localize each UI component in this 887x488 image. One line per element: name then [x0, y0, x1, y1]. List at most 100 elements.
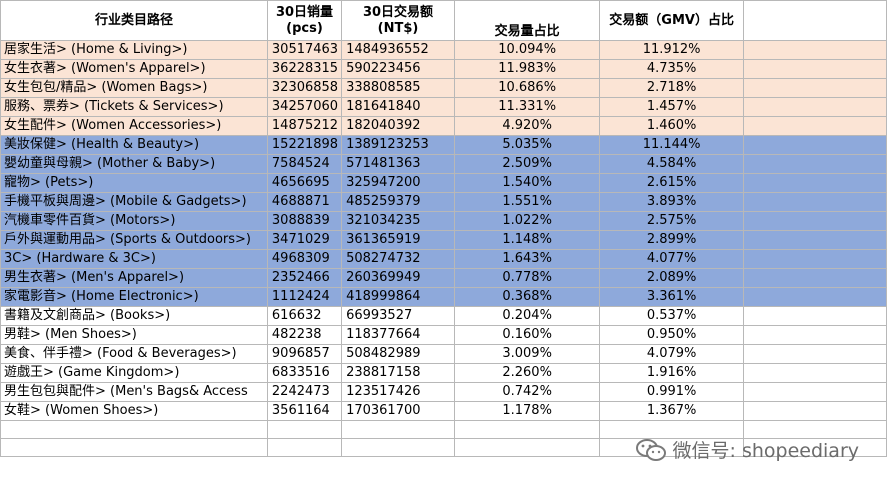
cell-gmv[interactable]: 508482989 [341, 344, 455, 364]
cell-gmv[interactable]: 66993527 [341, 306, 455, 326]
cell-gmv[interactable]: 321034235 [341, 211, 455, 231]
cell-gmv[interactable]: 260369949 [341, 268, 455, 288]
cell-gmv[interactable]: 508274732 [341, 249, 455, 269]
empty-cell[interactable] [742, 401, 887, 421]
cell-qty-share[interactable]: 10.686% [453, 78, 601, 98]
cell-qty[interactable]: 2242473 [266, 382, 343, 402]
cell-gmv-share[interactable]: 1.457% [599, 97, 744, 117]
cell-path[interactable]: 汽機車零件百貨> (Motors>) [0, 211, 268, 231]
cell-gmv-share[interactable]: 1.367% [599, 401, 744, 421]
cell-qty-share[interactable]: 3.009% [453, 344, 601, 364]
cell-gmv-share[interactable]: 2.899% [599, 230, 744, 250]
empty-cell[interactable] [453, 438, 601, 457]
header-path[interactable]: 行业类目路径 [0, 0, 268, 41]
cell-qty[interactable]: 6833516 [266, 363, 343, 383]
cell-qty-share[interactable]: 1.643% [453, 249, 601, 269]
cell-path[interactable]: 寵物> (Pets>) [0, 173, 268, 193]
cell-qty-share[interactable]: 0.742% [453, 382, 601, 402]
cell-gmv[interactable]: 1389123253 [341, 135, 455, 155]
cell-qty-share[interactable]: 11.331% [453, 97, 601, 117]
cell-path[interactable]: 服務、票券> (Tickets & Services>) [0, 97, 268, 117]
empty-cell[interactable] [742, 344, 887, 364]
empty-cell[interactable] [742, 97, 887, 117]
cell-qty[interactable]: 4968309 [266, 249, 343, 269]
cell-qty-share[interactable]: 0.778% [453, 268, 601, 288]
cell-qty-share[interactable]: 0.160% [453, 325, 601, 345]
empty-cell[interactable] [742, 40, 887, 60]
cell-qty-share[interactable]: 1.148% [453, 230, 601, 250]
cell-gmv[interactable]: 118377664 [341, 325, 455, 345]
empty-cell[interactable] [453, 420, 601, 439]
cell-gmv[interactable]: 182040392 [341, 116, 455, 136]
cell-gmv[interactable]: 571481363 [341, 154, 455, 174]
cell-path[interactable]: 居家生活> (Home & Living>) [0, 40, 268, 60]
cell-path[interactable]: 女生配件> (Women Accessories>) [0, 116, 268, 136]
cell-qty[interactable]: 14875212 [266, 116, 343, 136]
cell-gmv-share[interactable]: 4.077% [599, 249, 744, 269]
cell-path[interactable]: 書籍及文創商品> (Books>) [0, 306, 268, 326]
cell-path[interactable]: 女鞋> (Women Shoes>) [0, 401, 268, 421]
empty-cell[interactable] [742, 438, 887, 457]
cell-gmv-share[interactable]: 4.079% [599, 344, 744, 364]
empty-cell[interactable] [0, 438, 268, 457]
cell-qty-share[interactable]: 1.178% [453, 401, 601, 421]
empty-cell[interactable] [742, 230, 887, 250]
cell-qty-share[interactable]: 4.920% [453, 116, 601, 136]
cell-qty[interactable]: 32306858 [266, 78, 343, 98]
cell-gmv-share[interactable]: 2.718% [599, 78, 744, 98]
cell-path[interactable]: 手機平板與周邊> (Mobile & Gadgets>) [0, 192, 268, 212]
empty-cell[interactable] [742, 116, 887, 136]
cell-path[interactable]: 家電影音> (Home Electronic>) [0, 287, 268, 307]
cell-qty-share[interactable]: 11.983% [453, 59, 601, 79]
cell-qty-share[interactable]: 1.022% [453, 211, 601, 231]
cell-gmv[interactable]: 338808585 [341, 78, 455, 98]
cell-qty-share[interactable]: 1.551% [453, 192, 601, 212]
empty-cell[interactable] [742, 420, 887, 439]
empty-cell[interactable] [0, 420, 268, 439]
header-sales-qty[interactable]: 30日销量 (pcs) [266, 0, 343, 41]
cell-gmv-share[interactable]: 4.735% [599, 59, 744, 79]
cell-qty[interactable]: 482238 [266, 325, 343, 345]
cell-gmv-share[interactable]: 1.916% [599, 363, 744, 383]
empty-cell[interactable] [742, 249, 887, 269]
cell-gmv[interactable]: 361365919 [341, 230, 455, 250]
empty-cell[interactable] [742, 211, 887, 231]
empty-cell[interactable] [599, 438, 744, 457]
cell-gmv-share[interactable]: 2.575% [599, 211, 744, 231]
cell-path[interactable]: 3C> (Hardware & 3C>) [0, 249, 268, 269]
cell-qty[interactable]: 3088839 [266, 211, 343, 231]
cell-gmv-share[interactable]: 0.950% [599, 325, 744, 345]
empty-cell[interactable] [742, 192, 887, 212]
cell-gmv-share[interactable]: 2.089% [599, 268, 744, 288]
empty-cell[interactable] [742, 173, 887, 193]
cell-qty-share[interactable]: 0.204% [453, 306, 601, 326]
cell-gmv-share[interactable]: 11.912% [599, 40, 744, 60]
cell-gmv-share[interactable]: 3.893% [599, 192, 744, 212]
cell-qty-share[interactable]: 5.035% [453, 135, 601, 155]
cell-qty-share[interactable]: 10.094% [453, 40, 601, 60]
cell-gmv[interactable]: 170361700 [341, 401, 455, 421]
cell-gmv[interactable]: 590223456 [341, 59, 455, 79]
cell-qty[interactable]: 616632 [266, 306, 343, 326]
cell-gmv-share[interactable]: 0.991% [599, 382, 744, 402]
empty-cell[interactable] [742, 382, 887, 402]
cell-qty[interactable]: 30517463 [266, 40, 343, 60]
empty-cell[interactable] [742, 268, 887, 288]
cell-qty[interactable]: 7584524 [266, 154, 343, 174]
cell-qty[interactable]: 2352466 [266, 268, 343, 288]
cell-path[interactable]: 戶外與運動用品> (Sports & Outdoors>) [0, 230, 268, 250]
cell-qty-share[interactable]: 0.368% [453, 287, 601, 307]
header-qty-share[interactable]: 交易量占比 [453, 0, 601, 41]
cell-gmv-share[interactable]: 11.144% [599, 135, 744, 155]
empty-cell[interactable] [266, 420, 343, 439]
cell-gmv[interactable]: 123517426 [341, 382, 455, 402]
empty-cell[interactable] [341, 438, 455, 457]
empty-cell[interactable] [742, 59, 887, 79]
cell-gmv[interactable]: 485259379 [341, 192, 455, 212]
empty-cell[interactable] [742, 78, 887, 98]
cell-qty-share[interactable]: 2.260% [453, 363, 601, 383]
cell-qty[interactable]: 1112424 [266, 287, 343, 307]
cell-gmv-share[interactable]: 4.584% [599, 154, 744, 174]
cell-path[interactable]: 男生包包與配件> (Men's Bags& Access [0, 382, 268, 402]
cell-qty[interactable]: 36228315 [266, 59, 343, 79]
